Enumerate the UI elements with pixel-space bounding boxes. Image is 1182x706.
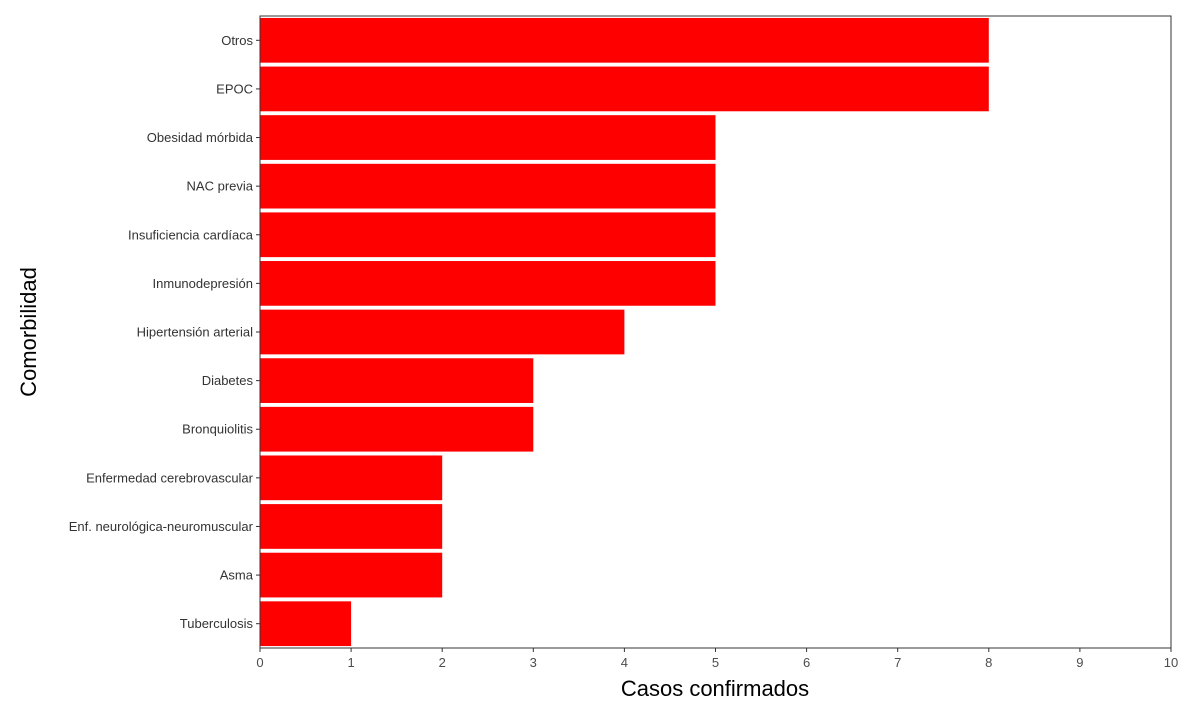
x-tick-label: 1 bbox=[347, 655, 354, 670]
y-tick-label: Inmunodepresión bbox=[153, 276, 253, 291]
bar bbox=[260, 309, 625, 355]
x-axis: 0 1 2 3 4 5 6 7 8 9 10 bbox=[256, 648, 1178, 670]
x-tick-label: 0 bbox=[256, 655, 263, 670]
bar bbox=[260, 358, 534, 403]
bar bbox=[260, 212, 716, 258]
y-tick-label: Enfermedad cerebrovascular bbox=[86, 470, 254, 485]
x-tick-label: 10 bbox=[1164, 655, 1178, 670]
x-tick-label: 9 bbox=[1076, 655, 1083, 670]
bar bbox=[260, 504, 443, 549]
bar bbox=[260, 115, 716, 160]
y-tick-label: Diabetes bbox=[202, 373, 254, 388]
bar bbox=[260, 17, 989, 63]
x-axis-title: Casos confirmados bbox=[621, 676, 809, 701]
y-tick-label: Otros bbox=[221, 33, 253, 48]
x-tick-label: 7 bbox=[894, 655, 901, 670]
y-tick-label: Tuberculosis bbox=[180, 616, 254, 631]
y-axis: Otros EPOC Obesidad mórbida NAC previa Insuf… bbox=[69, 33, 260, 631]
bar bbox=[260, 455, 443, 501]
y-tick-label: Hipertensión arterial bbox=[137, 325, 253, 340]
x-tick-label: 4 bbox=[621, 655, 628, 670]
bar bbox=[260, 552, 443, 598]
bars-layer bbox=[260, 17, 989, 647]
y-tick-label: Bronquiolitis bbox=[182, 422, 253, 437]
y-tick-label: NAC previa bbox=[187, 179, 254, 194]
y-tick-label: Insuficiencia cardíaca bbox=[128, 227, 254, 242]
bar bbox=[260, 406, 534, 452]
y-tick-label: EPOC bbox=[216, 81, 253, 96]
y-tick-label: Obesidad mórbida bbox=[147, 130, 254, 145]
y-axis-title: Comorbilidad bbox=[16, 267, 41, 397]
x-tick-label: 6 bbox=[803, 655, 810, 670]
x-tick-label: 3 bbox=[530, 655, 537, 670]
bar bbox=[260, 601, 352, 647]
x-tick-label: 2 bbox=[439, 655, 446, 670]
y-tick-label: Asma bbox=[220, 568, 254, 583]
x-tick-label: 5 bbox=[712, 655, 719, 670]
x-tick-label: 8 bbox=[985, 655, 992, 670]
y-tick-label: Enf. neurológica-neuromuscular bbox=[69, 519, 254, 534]
bar bbox=[260, 261, 716, 306]
bar bbox=[260, 163, 716, 209]
bar bbox=[260, 66, 989, 112]
